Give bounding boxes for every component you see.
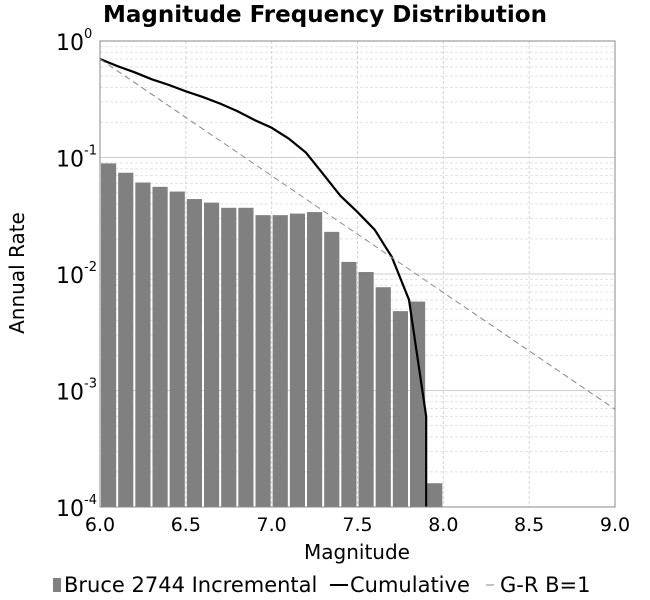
incremental-bar xyxy=(169,191,185,508)
y-axis-label: Annual Rate xyxy=(5,212,29,334)
incremental-bar xyxy=(324,231,340,507)
x-tick-label: 6.5 xyxy=(171,514,201,536)
incremental-bar xyxy=(427,483,443,507)
x-tick-labels: 6.0 6.5 7.0 7.5 8.0 8.5 9.0 xyxy=(85,514,630,536)
incremental-bar xyxy=(358,272,374,507)
incremental-bar xyxy=(307,212,323,507)
legend-label-incremental: Bruce 2744 Incremental xyxy=(64,573,317,597)
x-tick-label: 8.5 xyxy=(514,514,544,536)
y-tick-label: 10-1 xyxy=(56,144,97,173)
incremental-bar xyxy=(204,202,220,507)
incremental-bars xyxy=(101,163,443,508)
x-tick-label: 7.5 xyxy=(342,514,372,536)
incremental-bar xyxy=(272,215,288,507)
legend-label-gr: G-R B=1 xyxy=(500,573,590,597)
plot-frame xyxy=(99,40,616,508)
legend: Bruce 2744 Incremental Cumulative G-R B=… xyxy=(53,573,590,597)
chart-title: Magnitude Frequency Distribution xyxy=(103,2,547,28)
legend-swatch-incremental xyxy=(53,578,61,592)
y-tick-label: 10-2 xyxy=(56,260,97,289)
incremental-bar xyxy=(186,199,202,507)
x-tick-label: 7.0 xyxy=(257,514,287,536)
legend-label-cumulative: Cumulative xyxy=(350,573,470,597)
y-tick-label: 10-4 xyxy=(56,493,97,522)
incremental-bar xyxy=(238,207,254,507)
y-tick-labels: 100 10-1 10-2 10-3 10-4 xyxy=(56,27,97,522)
incremental-bar xyxy=(101,163,117,507)
y-tick-label: 100 xyxy=(56,27,92,56)
cumulative-line xyxy=(99,58,428,507)
incremental-bar xyxy=(135,182,151,507)
incremental-bar xyxy=(255,215,271,507)
x-tick-label: 8.0 xyxy=(428,514,458,536)
incremental-bar xyxy=(410,301,426,507)
x-tick-label: 6.0 xyxy=(85,514,115,536)
grid-lines xyxy=(100,41,615,508)
x-axis-label: Magnitude xyxy=(304,540,410,564)
incremental-bar xyxy=(289,213,305,507)
incremental-bar xyxy=(221,207,237,507)
series-lines xyxy=(99,58,616,507)
incremental-bar xyxy=(118,172,134,507)
incremental-bar xyxy=(341,261,357,507)
incremental-bar xyxy=(152,186,168,507)
incremental-bar xyxy=(392,311,408,507)
gr-line xyxy=(99,58,616,410)
x-tick-label: 9.0 xyxy=(600,514,630,536)
incremental-bar xyxy=(375,287,391,507)
y-tick-label: 10-3 xyxy=(56,377,97,406)
